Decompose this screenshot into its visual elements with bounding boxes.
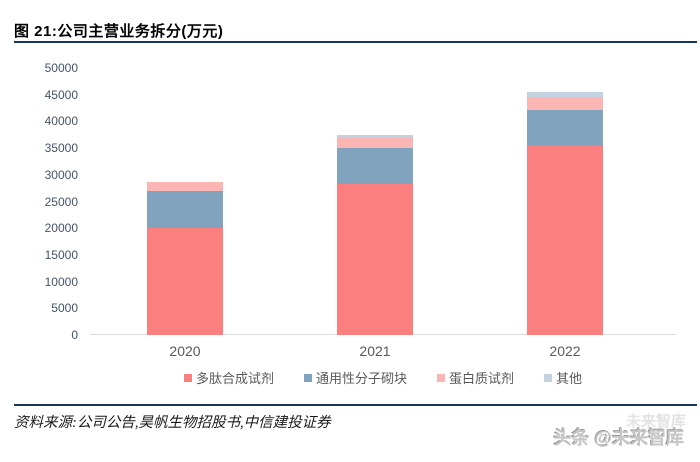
y-tick-label: 5000 — [51, 301, 78, 316]
x-axis-label: 2020 — [169, 343, 201, 359]
bar-segment — [337, 135, 413, 138]
legend-item: 通用性分子砌块 — [303, 368, 407, 387]
bar-segment — [527, 110, 603, 147]
legend-label: 其他 — [556, 371, 583, 386]
bar-segment — [337, 147, 413, 185]
y-tick-label: 50000 — [44, 61, 78, 75]
legend-swatch-icon — [437, 373, 445, 382]
legend-item: 多肽合成试剂 — [183, 368, 274, 387]
y-tick-label: 25000 — [44, 194, 78, 209]
y-tick-label: 15000 — [44, 247, 78, 262]
legend-label: 通用性分子砌块 — [315, 371, 407, 386]
legend-swatch-icon — [303, 373, 312, 382]
legend-swatch-icon — [544, 373, 553, 382]
stacked-bar-2021 — [337, 135, 413, 335]
y-tick-label: 45000 — [44, 87, 78, 102]
legend-item: 其他 — [544, 368, 582, 387]
stacked-bar-chart: 0 5000 10000 15000 20000 25000 30000 35000 40000… — [44, 61, 676, 387]
y-tick-label: 0 — [71, 328, 78, 342]
legend-label: 蛋白质试剂 — [449, 371, 515, 386]
source-note: 资料来源:公司公告,昊帆生物招股书,中信建投证券 — [14, 415, 331, 431]
figure-title: 图 21:公司主营业务拆分(万元) — [14, 23, 224, 40]
bar-segment — [147, 190, 223, 228]
title-underline-rule — [14, 41, 697, 43]
legend-item: 蛋白质试剂 — [437, 368, 514, 387]
bar-segment — [527, 92, 603, 97]
x-axis-label: 2022 — [549, 343, 581, 359]
legend-label: 多肽合成试剂 — [195, 371, 274, 386]
watermark-ghost-text: 未来智库 — [625, 413, 686, 430]
bar-segment — [147, 181, 223, 183]
bar-segment — [527, 96, 603, 111]
y-tick-label: 35000 — [44, 141, 78, 156]
bar-segment — [337, 184, 413, 335]
legend-swatch-icon — [183, 373, 192, 382]
y-tick-label: 10000 — [44, 274, 78, 289]
x-axis-label: 2021 — [359, 343, 391, 359]
stacked-bar-2020 — [147, 181, 223, 335]
y-tick-label: 20000 — [44, 221, 78, 236]
bar-segment — [527, 146, 603, 335]
y-tick-label: 40000 — [44, 114, 78, 129]
footer-rule — [14, 404, 697, 406]
bar-segment — [147, 182, 223, 191]
bar-segment — [147, 227, 223, 335]
chart-legend: 多肽合成试剂 通用性分子砌块 蛋白质试剂 其他 — [90, 368, 676, 387]
bar-segment — [337, 137, 413, 148]
stacked-bar-2022 — [527, 92, 603, 335]
y-tick-label: 30000 — [44, 167, 78, 182]
